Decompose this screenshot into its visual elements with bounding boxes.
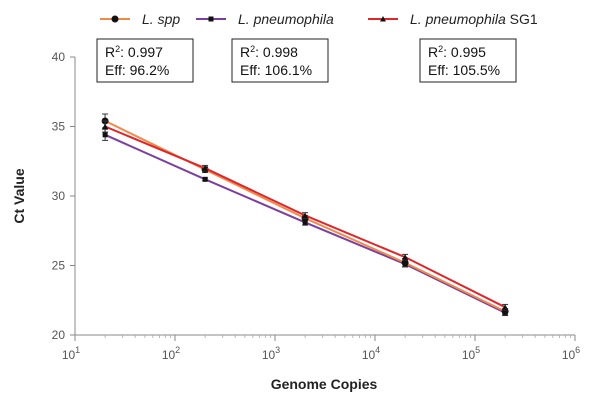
- stats-box-frame: [96, 38, 194, 83]
- x-tick-label: 103: [262, 345, 280, 362]
- stats-box-2: R2: 0.998 Eff: 106.1%: [231, 38, 329, 83]
- x-tick-label: 101: [62, 345, 80, 362]
- series-2: [102, 128, 509, 317]
- legend-label: L. pneumophila SG1: [410, 11, 538, 27]
- efficiency-text: Eff: 106.1%: [240, 62, 312, 78]
- stats-box-1: R2: 0.997 Eff: 96.2%: [96, 38, 194, 83]
- r-squared-text: R2: 0.998: [240, 44, 298, 60]
- y-tick-label: 25: [52, 259, 66, 273]
- data-point: [102, 132, 108, 138]
- stats-box-frame: [419, 38, 517, 83]
- legend-label: L. spp: [142, 11, 180, 27]
- y-axis-title: Ct Value: [11, 168, 27, 223]
- data-point: [202, 165, 209, 171]
- efficiency-text: Eff: 105.5%: [428, 62, 500, 78]
- legend-item-3: L. pneumophila SG1: [368, 11, 538, 27]
- x-tick-label: 104: [362, 345, 380, 362]
- x-tick-label: 106: [562, 345, 580, 362]
- data-point: [102, 123, 109, 129]
- data-point: [302, 219, 308, 225]
- legend-item-1: L. spp: [100, 11, 180, 27]
- r-squared-text: R2: 0.995: [428, 44, 486, 60]
- r-squared-text: R2: 0.997: [105, 44, 163, 60]
- legend-item-2: L. pneumophila: [196, 11, 334, 27]
- efficiency-text: Eff: 96.2%: [105, 62, 169, 78]
- y-tick-label: 20: [52, 328, 66, 342]
- x-tick-label: 105: [462, 345, 480, 362]
- axes-layer: 20 25 30 35 40 101 102 103 104 105 106: [52, 50, 581, 362]
- data-point: [402, 254, 409, 260]
- legend: L. spp L. pneumophila L. pneumophila SG1: [100, 11, 538, 27]
- series-layer: [101, 113, 509, 317]
- stats-box-3: R2: 0.995 Eff: 105.5%: [419, 38, 517, 83]
- y-tick-label: 40: [52, 50, 66, 64]
- data-point: [401, 259, 409, 267]
- x-tick-label: 102: [162, 345, 180, 362]
- y-tick-label: 30: [52, 189, 66, 203]
- x-axis-title: Genome Copies: [271, 376, 378, 392]
- legend-marker: [380, 16, 386, 22]
- legend-marker: [208, 16, 214, 22]
- series-3: [102, 120, 509, 311]
- y-tick-label: 35: [52, 120, 66, 134]
- data-point: [302, 212, 309, 218]
- legend-label: L. pneumophila: [238, 11, 334, 27]
- data-point: [502, 304, 509, 310]
- data-point: [202, 176, 208, 182]
- legend-marker: [111, 15, 119, 23]
- stats-box-frame: [231, 38, 329, 83]
